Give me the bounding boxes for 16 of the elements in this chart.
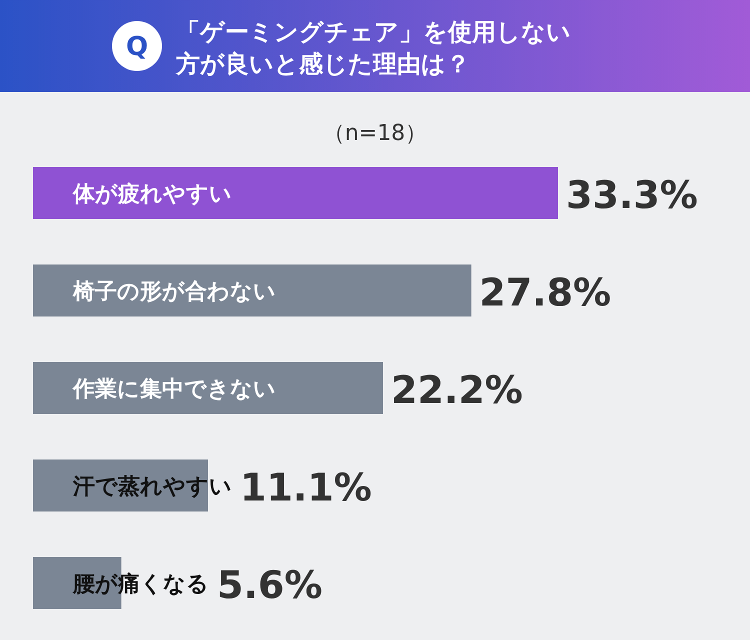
- y-tick-label: 汗で蒸れやすい: [72, 474, 232, 500]
- chart-subtitle: （n=18）: [322, 121, 428, 146]
- data-label: 33.3%: [566, 173, 698, 217]
- bar: [33, 264, 472, 316]
- text: Q: [126, 32, 148, 62]
- data-label: 27.8%: [479, 270, 612, 314]
- y-tick-label: 腰が痛くなる: [72, 572, 209, 597]
- y-tick-label: 体が疲れやすい: [72, 182, 232, 207]
- chart-title: 「ゲーミングチェア」を使用しない方が良いと感じた理由は？: [175, 18, 571, 78]
- bar: [33, 362, 383, 414]
- data-label: 5.6%: [217, 563, 322, 607]
- data-label: 11.1%: [240, 466, 372, 510]
- y-tick-label: 作業に集中できない: [72, 377, 276, 402]
- y-tick-label: 椅子の形が合わない: [72, 280, 276, 304]
- bar: [33, 167, 558, 219]
- data-label: 22.2%: [391, 368, 523, 412]
